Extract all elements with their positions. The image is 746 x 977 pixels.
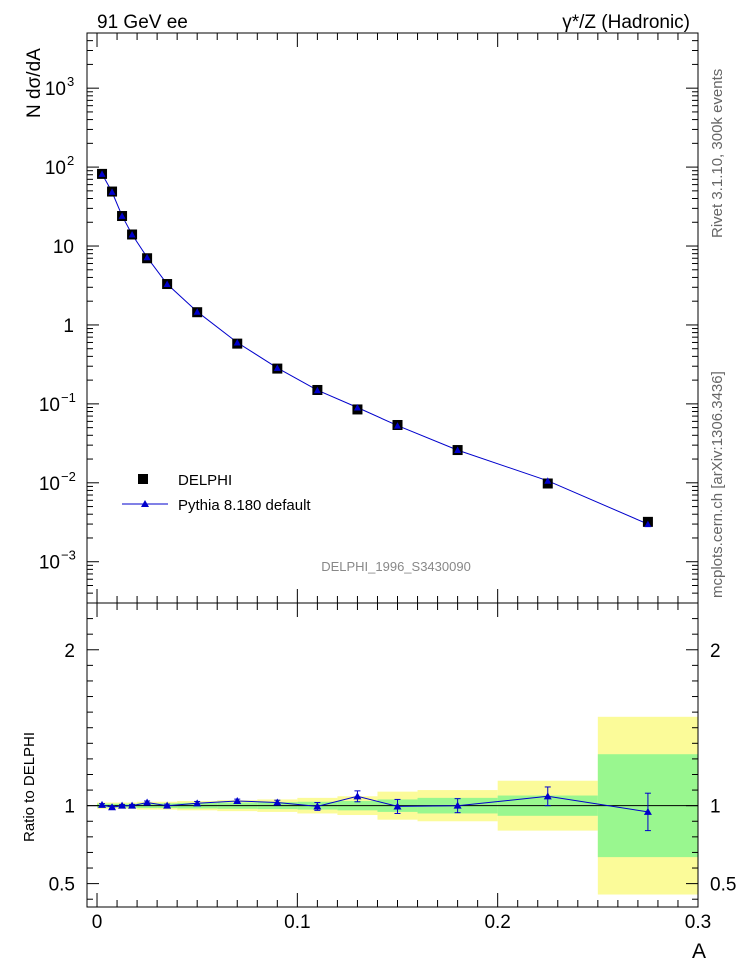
ratio-x-tick-label-2: 0.2 [484,912,510,933]
main-y-tick-label-3: 1 [63,316,74,337]
main-y-tick-label-0: 10 [39,553,60,574]
ratio-point-1 [108,803,117,811]
legend-marker-pythia [141,500,149,507]
ratio-y-tick-label-0: 0.5 [49,875,75,896]
main-plot-marks [97,168,653,528]
pythia-point-13 [544,477,552,484]
ratio-y-tick-label-2: 2 [64,641,75,662]
ratio-point-5 [163,801,172,809]
main-y-tick-label-6: 10 [45,79,66,100]
ratio-point-4 [143,798,152,806]
ratio-point-0 [98,800,107,808]
pythia-point-3 [128,230,136,238]
main-y-tick-exp-6: 3 [67,74,74,89]
main-y-tick-label-4: 10 [53,237,74,258]
ratio-point-3 [128,801,137,809]
ratio-point-6 [193,799,202,807]
ratio-point-11 [393,802,402,810]
ratio-x-tick-label-0: 0 [92,912,103,933]
ratio-point-13 [543,792,552,800]
ratio-axes-box [86,602,699,908]
main-y-tick-exp-2: −1 [61,390,76,405]
legend: DELPHI Pythia 8.180 default [122,472,311,514]
ratio-point-14 [643,807,652,815]
legend-label-pythia: Pythia 8.180 default [178,497,311,514]
side-label-top: Rivet 3.1.10, 300k events [709,69,726,238]
analysis-label: DELPHI_1996_S3430090 [321,559,471,574]
ratio-point-2 [118,801,127,809]
header-right: γ*/Z (Hadronic) [562,12,690,33]
main-y-tick-exp-1: −2 [61,469,76,484]
main-y-axis-label: N dσ/dA [24,48,45,118]
main-y-tick-label-5: 10 [45,158,66,179]
pythia-point-7 [233,338,241,346]
ratio-y-axis-label: Ratio to DELPHI [21,732,38,842]
pythia-point-11 [394,422,402,429]
pythia-point-1 [108,188,116,195]
side-label-bottom: mcplots.cern.ch [arXiv:1306.3436] [709,371,726,598]
legend-label-delphi: DELPHI [178,472,232,489]
pythia-point-5 [163,280,171,288]
ratio-point-7 [233,796,242,804]
ratio-point-8 [273,798,282,806]
pythia-point-4 [143,253,151,261]
ratio-y-tick-label-right-1: 1 [710,797,721,818]
main-y-tick-exp-5: 2 [67,153,74,168]
ratio-y-tick-label-right-2: 2 [710,641,721,662]
legend-marker-delphi [138,474,148,484]
ratio-x-tick-label-1: 0.1 [284,912,310,933]
ratio-point-12 [453,801,462,809]
ratio-x-tick-label-3: 0.3 [685,912,711,933]
pythia-point-8 [273,364,281,371]
ratio-plot-frame: 0 0.1 0.2 0.3 0.5 0.5 1 1 2 2 [49,602,736,933]
pythia-point-10 [353,403,361,411]
ratio-y-tick-label-right-0: 0.5 [710,875,736,896]
main-y-tick-label-2: 10 [39,395,60,416]
main-axes-box [86,32,699,604]
ratio-plot-marks [98,786,652,832]
pythia-point-12 [454,446,462,454]
ratio-point-9 [313,802,322,810]
x-axis-label: A [692,940,706,963]
header-left: 91 GeV ee [97,12,188,33]
pythia-point-2 [118,212,126,219]
pythia-point-9 [313,386,321,394]
main-y-tick-exp-0: −3 [61,548,76,563]
ratio-y-tick-label-1: 1 [64,797,75,818]
pythia-point-6 [193,308,201,315]
ratio-point-10 [353,792,362,800]
pythia-point-14 [644,520,652,528]
main-y-tick-label-1: 10 [39,474,60,495]
pythia-point-0 [98,170,106,177]
